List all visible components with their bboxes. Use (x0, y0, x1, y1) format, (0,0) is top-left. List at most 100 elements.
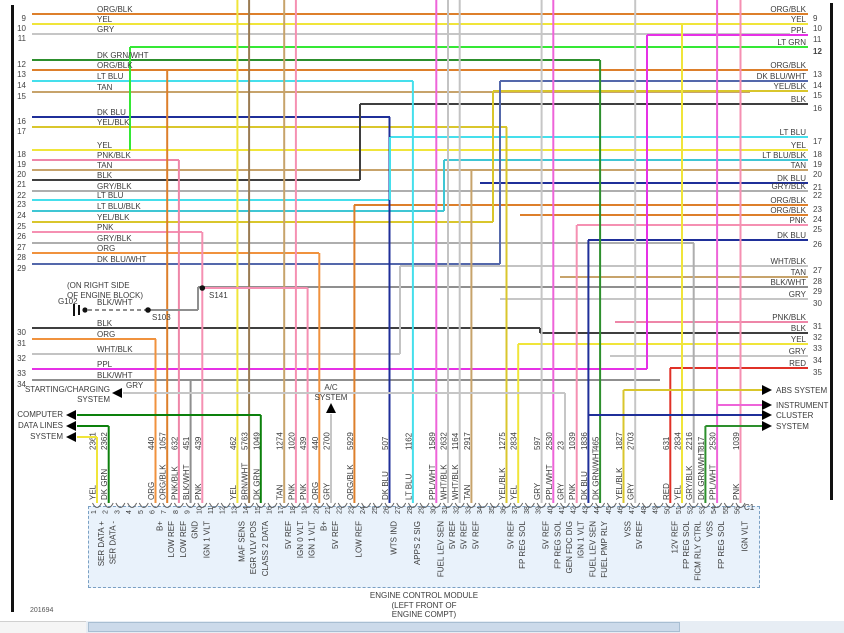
wire-color-pin-44: DK GRN/WHT (592, 448, 601, 500)
row-number-right-34: 34 (813, 356, 822, 365)
pin-number-4: 4 (126, 510, 133, 514)
pin-bracket-37 (513, 502, 524, 508)
pin-bracket-38 (524, 502, 535, 508)
pin-bracket-33 (466, 502, 477, 508)
ac-system-label2: SYSTEM (314, 393, 348, 402)
row-number-right-28: 28 (813, 277, 822, 286)
pin-bracket-56 (735, 502, 746, 508)
row-number-right-32: 32 (813, 333, 822, 342)
row-number-right-12: 12 (813, 47, 822, 56)
row-color-label-left-23: LT BLU (97, 191, 124, 200)
wire-color-pin-13: YEL (229, 484, 238, 500)
circuit-number-pin-40: 2530 (545, 432, 554, 450)
starting-charging-arrow-icon (112, 388, 122, 398)
pin-number-3: 3 (114, 510, 121, 514)
circuit-number-pin-42: 1039 (568, 432, 577, 450)
pin-bracket-55 (723, 502, 734, 508)
row-color-label-right-30: GRY (788, 290, 806, 299)
wire-color-pin-56: PNK (732, 483, 741, 500)
pin-bracket-1 (92, 502, 102, 508)
ecm-location2: ENGINE COMPT) (391, 610, 457, 619)
pin-function-26: WTS IND (390, 521, 399, 555)
pin-bracket-31 (443, 502, 453, 508)
row-color-label-left-30: BLK (97, 319, 113, 328)
pin-number-46: 46 (618, 506, 625, 514)
pin-number-41: 41 (559, 506, 566, 514)
row-number-left-27: 27 (17, 243, 26, 252)
pin-bracket-17 (279, 502, 290, 508)
row-number-right-27: 27 (813, 266, 822, 275)
pin-number-53: 53 (699, 506, 706, 514)
row-number-right-19: 19 (813, 160, 822, 169)
circuit-number-pin-32: 1164 (451, 432, 460, 450)
computer-data-arrow1-icon (66, 410, 76, 420)
pin-bracket-50 (665, 502, 676, 508)
row-color-label-left-27: GRY/BLK (97, 234, 132, 243)
row-number-left-24: 24 (17, 211, 26, 220)
circuit-number-pin-37: 2834 (510, 432, 519, 450)
pin-function-9: GND (191, 521, 200, 539)
pin-function-20: B+ (319, 521, 328, 531)
row-number-right-13: 13 (813, 70, 822, 79)
page-border-right (830, 3, 833, 500)
pin-bracket-36 (501, 502, 512, 508)
row-color-label-right-12: LT GRN (777, 38, 806, 47)
row-color-label-left-19: PNK/BLK (97, 151, 131, 160)
row-number-left-31: 31 (17, 339, 26, 348)
pin-number-1: 1 (91, 510, 98, 514)
row-number-right-33: 33 (813, 344, 822, 353)
cluster-arrow3-icon (762, 421, 772, 431)
pin-number-55: 55 (723, 506, 730, 514)
pin-bracket-15 (255, 502, 266, 508)
pin-function-41: GEN FDC DIG (565, 521, 574, 573)
row-number-left-11: 11 (17, 34, 26, 43)
wire-color-pin-40: PPL/WHT (545, 464, 554, 500)
row-color-label-left-16: DK BLU (97, 108, 126, 117)
pin-bracket-21 (326, 502, 336, 508)
circuit-number-pin-21: 2700 (323, 432, 332, 450)
circuit-number-pin-18: 1020 (287, 432, 296, 450)
pin-bracket-27 (396, 502, 407, 508)
row-color-label-right-27: WHT/BLK (770, 257, 806, 266)
pin-bracket-44 (595, 502, 606, 508)
pin-bracket-7 (162, 502, 173, 508)
horizontal-scrollbar-thumb[interactable] (88, 622, 680, 632)
row-number-left-9: 9 (21, 14, 26, 23)
row-number-right-22: 22 (813, 191, 822, 200)
cluster-label2: CLUSTER (776, 411, 814, 420)
pin-function-36: 5V REF (507, 521, 516, 549)
row-number-right-20: 20 (813, 170, 822, 179)
row-color-label-right-17: LT BLU (779, 128, 806, 137)
connector-id: C1 (744, 503, 755, 512)
pin-number-27: 27 (395, 506, 402, 514)
row-color-label-left-25: YEL/BLK (97, 213, 130, 222)
row-color-label-right-16: BLK (790, 95, 806, 104)
pin-number-43: 43 (582, 506, 589, 514)
wire-color-pin-36: YEL/BLK (498, 467, 507, 500)
wire-color-pin-41: GRY (557, 482, 566, 500)
row-color-label-left-33: PPL (97, 360, 113, 369)
row-number-right-31: 31 (813, 322, 822, 331)
row-color-label-left-14: LT BLU (97, 72, 124, 81)
cluster-arrow1-icon (762, 400, 772, 410)
wire-color-pin-18: PNK (287, 483, 296, 500)
wire-color-pin-23: ORG/BLK (346, 464, 355, 500)
pin-bracket-48 (641, 502, 652, 508)
pin-function-56: IGN VLT (741, 521, 750, 552)
pin-function-28: APPS 2 SIG (413, 521, 422, 565)
starting-wire-color: GRY (126, 381, 144, 390)
row-number-left-18: 18 (17, 150, 26, 159)
wire-color-pin-28: LT BLU (404, 473, 413, 500)
row-color-label-left-15: TAN (97, 83, 113, 92)
pin-function-6: B+ (156, 521, 165, 531)
row-number-right-15: 15 (813, 91, 822, 100)
pin-function-31: 5V REF (448, 521, 457, 549)
pin-function-47: 5V REF (635, 521, 644, 549)
pin-number-10: 10 (196, 506, 203, 514)
row-number-right-9: 9 (813, 14, 818, 23)
circuit-number-pin-13: 462 (229, 436, 238, 450)
circuit-number-pin-6: 440 (147, 436, 156, 450)
pin-bracket-45 (606, 502, 617, 508)
circuit-number-pin-33: 2917 (463, 432, 472, 450)
pin-bracket-26 (384, 502, 395, 508)
